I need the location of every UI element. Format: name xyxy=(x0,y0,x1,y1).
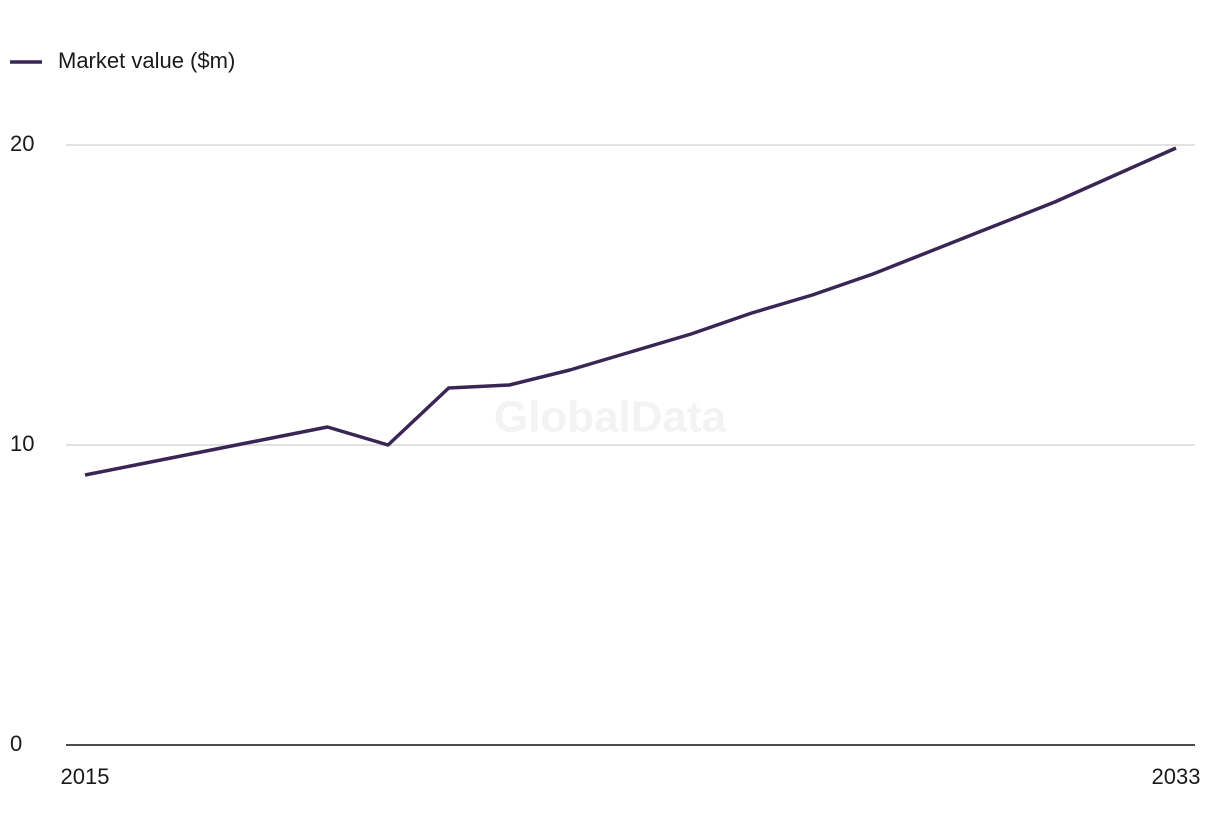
y-tick-label: 20 xyxy=(10,131,34,156)
series-line xyxy=(84,146,1177,477)
y-tick-label: 0 xyxy=(10,731,22,756)
y-tick-label: 10 xyxy=(10,431,34,456)
x-tick-label: 2033 xyxy=(1152,764,1201,789)
legend-label: Market value ($m) xyxy=(58,48,235,73)
watermark: GlobalData xyxy=(494,393,727,442)
x-tick-label: 2015 xyxy=(61,764,110,789)
